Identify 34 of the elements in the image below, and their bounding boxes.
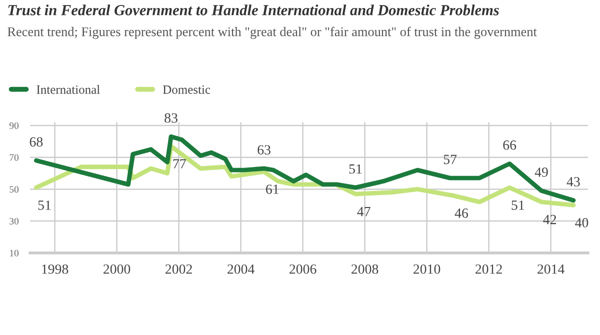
x-tick-label: 1998 xyxy=(42,264,68,274)
annotation: 66 xyxy=(503,140,516,150)
x-tick-label: 2006 xyxy=(290,264,316,274)
annotation: 42 xyxy=(543,214,556,224)
annotation: 63 xyxy=(258,145,270,155)
y-tick-label: 30 xyxy=(10,218,19,225)
annotation: 40 xyxy=(575,218,588,228)
y-tick-label: 90 xyxy=(9,122,19,129)
annotation: 49 xyxy=(534,168,548,177)
annotation: 43 xyxy=(566,177,580,186)
annotation: 57 xyxy=(444,154,457,164)
annotation: 51 xyxy=(512,200,524,210)
chart-subtitle: Recent trend; Figures represent percent with "great deal" or "fair amount" of trust in the government xyxy=(8,26,537,39)
x-tick-label: 2012 xyxy=(476,264,502,274)
annotation: 83 xyxy=(164,113,178,123)
x-tick-label: 2000 xyxy=(104,264,130,274)
x-tick-label: 2004 xyxy=(228,264,254,274)
y-tick-label: 70 xyxy=(10,154,19,161)
y-tick-label: 10 xyxy=(10,250,19,256)
annotation: 47 xyxy=(357,206,370,216)
annotation: 46 xyxy=(454,208,468,218)
x-tick-label: 2002 xyxy=(166,264,192,274)
x-tick-label: 2014 xyxy=(538,264,564,274)
annotation: 51 xyxy=(349,164,362,174)
annotation: 68 xyxy=(30,137,43,147)
x-tick-label: 2010 xyxy=(414,264,440,274)
chart-title: Trust in Federal Government to Handle International and Domestic Problems xyxy=(8,4,499,16)
annotation: 51 xyxy=(38,200,51,210)
x-tick-label: 2008 xyxy=(352,264,378,274)
legend-label: Domestic xyxy=(162,85,210,94)
annotation: 77 xyxy=(173,159,186,168)
annotation: 61 xyxy=(266,184,278,194)
legend-label: International xyxy=(36,85,100,94)
y-tick-label: 50 xyxy=(10,186,19,193)
